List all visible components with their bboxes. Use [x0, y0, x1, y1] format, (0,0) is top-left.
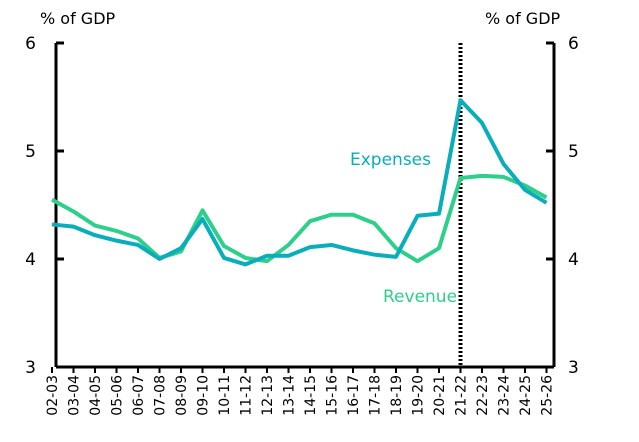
- right-tick-label: 5: [568, 142, 579, 162]
- x-tick-label: 06-07: [131, 375, 147, 416]
- series-line-revenue: [51, 173, 548, 264]
- x-tick-label: 20-21: [432, 375, 448, 416]
- x-tick-label: 18-19: [389, 375, 405, 416]
- right-tick-label: 3: [568, 358, 579, 378]
- right-axis-unit: % of GDP: [485, 9, 561, 28]
- x-tick-label: 22-23: [475, 375, 491, 416]
- x-tick-label: 17-18: [368, 375, 384, 416]
- left-tick-label: 4: [25, 250, 36, 270]
- x-tick-label: 24-25: [518, 375, 534, 416]
- x-tick-label: 13-14: [282, 375, 298, 416]
- x-tick-label: 07-08: [153, 375, 169, 416]
- x-tick-label: 03-04: [67, 375, 83, 416]
- x-tick-label: 04-05: [88, 375, 104, 416]
- right-tick-label: 6: [568, 34, 579, 54]
- x-tick-label: 10-11: [217, 375, 233, 416]
- right-tick-label: 4: [568, 250, 579, 270]
- series-line-expenses: [51, 98, 548, 267]
- x-tick-label: 02-03: [45, 375, 61, 416]
- x-tick-label: 11-12: [239, 375, 255, 416]
- x-tick-label: 15-16: [325, 375, 341, 416]
- left-tick-label: 3: [25, 358, 36, 378]
- series-label-expenses: Expenses: [350, 150, 431, 170]
- x-tick-label: 05-06: [110, 375, 126, 416]
- x-tick-label: 23-24: [497, 375, 513, 416]
- x-tick-label: 21-22: [454, 375, 470, 416]
- x-tick-label: 12-13: [260, 375, 276, 416]
- x-tick-label: 19-20: [411, 375, 427, 416]
- x-tick-label: 08-09: [174, 375, 190, 416]
- series-label-revenue: Revenue: [383, 287, 457, 307]
- x-tick-label: 25-26: [540, 375, 556, 416]
- left-axis-unit: % of GDP: [40, 9, 116, 28]
- left-tick-label: 6: [25, 34, 36, 54]
- x-tick-label: 09-10: [196, 375, 212, 416]
- x-tick-label: 14-15: [303, 375, 319, 416]
- left-tick-label: 5: [25, 142, 36, 162]
- x-tick-label: 16-17: [346, 375, 362, 416]
